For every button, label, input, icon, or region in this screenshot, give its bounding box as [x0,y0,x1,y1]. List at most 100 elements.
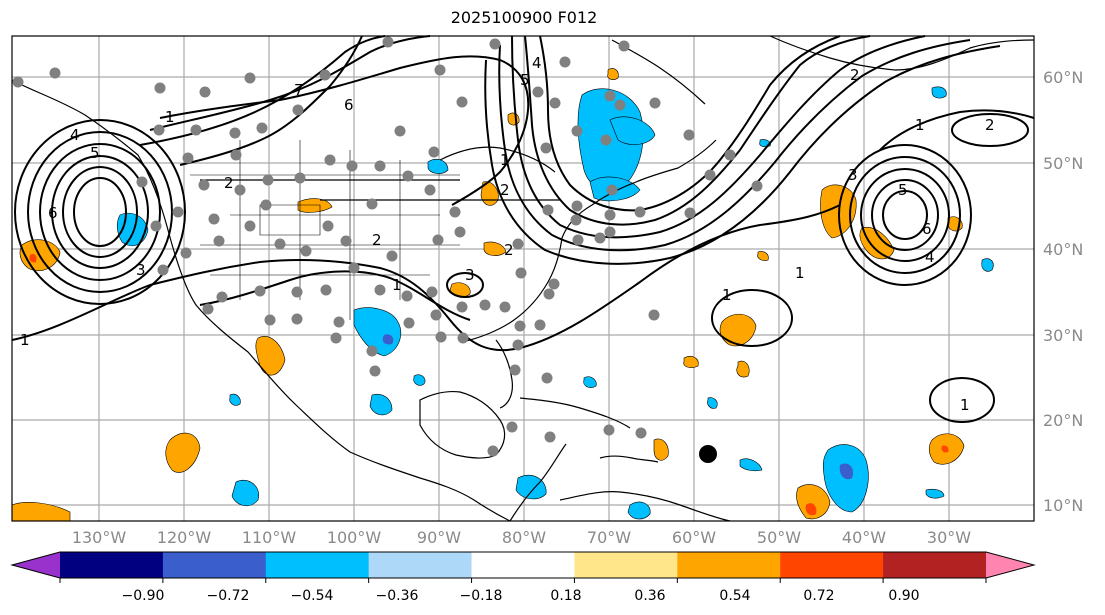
lat-label: 50°N [1043,154,1083,173]
station-dot [434,64,446,76]
station-dot [202,303,214,315]
station-dot [199,86,211,98]
contour-label: 1 [20,331,30,349]
station-dot [150,220,162,232]
colorbar-ticks: −0.90 −0.72 −0.54 −0.36 −0.18 0.18 0.36 … [122,588,920,604]
contour-label: 5 [898,181,908,199]
station-dot [606,184,618,196]
station-dot [540,142,552,154]
station-dot [274,238,286,250]
station-dot [487,445,499,457]
station-dot [512,238,524,250]
contour-labels: 1 2 3 4 5 6 1 2 1 2 3 1 2 4 5 6 7 2 1 2 … [20,54,995,414]
colorbar-segment [162,552,267,578]
strong-positive-shading [29,253,949,516]
strong-negative-shading [382,334,854,480]
station-dot [572,234,584,246]
station-dot [369,365,381,377]
station-dot [262,174,274,186]
contour-label: 6 [48,204,58,222]
station-dot [190,124,202,136]
station-dot [604,209,616,221]
station-dot [724,149,736,161]
colorbar-segment [471,552,575,578]
station-dot [571,125,583,137]
contour-label: 2 [504,241,514,259]
station-dot [432,234,444,246]
station-dot [386,250,398,262]
station-dot [515,267,527,279]
contour-label: 1 [722,286,732,304]
station-dot [435,331,447,343]
lon-label: 50°W [757,528,801,547]
station-dot [366,345,378,357]
colorbar-extend-high [986,552,1034,578]
lon-label: 80°W [502,528,546,547]
station-dot [346,160,358,172]
station-dot [489,38,501,50]
colorbar-segment [883,552,987,578]
colorbar-tick-label: 0.90 [888,588,919,604]
lat-label: 10°N [1043,496,1083,515]
contour-label: 1 [915,116,925,134]
station-dot [426,286,438,298]
contour-label: 4 [532,54,542,72]
contour-label: 2 [224,174,234,192]
station-dot [366,198,378,210]
station-dot [512,339,524,351]
lon-label: 60°W [672,528,716,547]
station-dot [403,317,415,329]
coastlines [11,35,1035,522]
station-dot [614,99,626,111]
station-dot [570,214,582,226]
lat-label: 30°N [1043,326,1083,345]
station-dot [603,424,615,436]
station-dot [457,332,469,344]
colorbar-tick-label: 0.54 [719,588,750,604]
colorbar-tick-label: 0.36 [634,588,665,604]
station-dot [157,264,169,276]
contour-label: 1 [960,396,970,414]
contour-label: 1 [392,276,402,294]
station-dot [532,86,544,98]
colorbar-tick-label: −0.90 [122,588,165,604]
contours [11,35,1035,423]
station-dot [449,206,461,218]
station-dot [348,262,360,274]
station-dot [153,124,165,136]
colorbar-segment [60,552,164,578]
storm-marker [699,445,717,463]
station-dot [549,97,561,109]
station-dot [264,314,276,326]
station-dot [649,97,661,109]
station-dot [618,40,630,52]
station-dot [456,301,468,313]
station-dot [541,372,553,384]
station-dot [394,125,406,137]
station-dot [704,169,716,181]
station-dot [604,226,616,238]
station-dot [320,284,332,296]
station-markers [12,36,763,457]
lon-label: 110°W [242,528,297,547]
plot-title: 2025100900 F012 [450,8,598,27]
contour-label: 5 [90,144,100,162]
station-dot [333,316,345,328]
station-dot [229,127,241,139]
station-dot [180,247,192,259]
contour-label: 2 [985,116,995,134]
lon-label: 40°W [842,528,886,547]
station-dot [340,235,352,247]
colorbar [10,551,1036,583]
colorbar-tick-label: 0.72 [803,588,834,604]
colorbar-tick-label: 0.18 [550,588,581,604]
contour-label: 5 [520,71,530,89]
station-dot [136,176,148,188]
station-dot [382,36,394,48]
station-dot [322,220,334,232]
colorbar-tick-label: −0.18 [460,588,503,604]
contour-label: 6 [922,220,932,238]
station-dot [230,149,242,161]
station-dot [244,72,256,84]
